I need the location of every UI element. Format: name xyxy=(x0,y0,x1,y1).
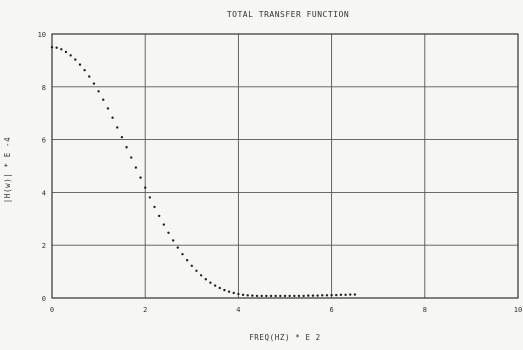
data-point xyxy=(78,63,82,66)
data-point xyxy=(83,68,86,72)
data-point xyxy=(157,214,161,218)
data-point xyxy=(325,294,329,297)
data-point xyxy=(167,231,170,234)
tick-labels: 0 2 4 6 8 10 0 2 4 6 8 10 xyxy=(38,31,523,314)
y-tick-label: 8 xyxy=(42,84,46,92)
data-point xyxy=(153,205,156,209)
data-point xyxy=(241,293,245,297)
data-point xyxy=(139,176,142,179)
data-point xyxy=(321,294,324,297)
data-point xyxy=(50,46,54,49)
data-point xyxy=(316,294,319,297)
data-point xyxy=(185,259,189,262)
y-tick-label: 4 xyxy=(42,189,46,197)
data-point xyxy=(209,281,212,284)
x-tick-label: 10 xyxy=(514,306,522,314)
data-point xyxy=(134,166,138,169)
data-point xyxy=(60,48,63,51)
data-point xyxy=(97,90,100,93)
x-axis-label: FREQ(HZ) * E 2 xyxy=(249,333,321,342)
data-point xyxy=(199,274,203,277)
data-point xyxy=(251,294,254,297)
data-point xyxy=(213,284,217,287)
data-point xyxy=(293,294,296,298)
data-point xyxy=(64,50,68,54)
data-point xyxy=(335,293,338,297)
data-point xyxy=(69,54,72,57)
data-point xyxy=(330,293,333,297)
x-tick-label: 4 xyxy=(236,306,240,314)
data-series xyxy=(50,46,357,298)
plot-frame xyxy=(51,33,519,299)
y-tick-label: 6 xyxy=(42,137,46,145)
data-point xyxy=(195,269,198,273)
data-point xyxy=(260,294,263,298)
data-point xyxy=(55,46,58,49)
data-point xyxy=(274,294,277,298)
data-point xyxy=(246,294,249,297)
data-point xyxy=(288,294,291,298)
data-point xyxy=(339,293,343,297)
data-point xyxy=(102,98,105,101)
data-point xyxy=(255,294,259,298)
data-point xyxy=(237,292,240,296)
data-point xyxy=(297,294,301,298)
data-point xyxy=(181,252,184,256)
data-point xyxy=(353,293,357,296)
data-point xyxy=(92,82,96,85)
data-point xyxy=(148,196,152,199)
data-point xyxy=(171,239,175,242)
data-point xyxy=(311,294,315,297)
x-tick-label: 2 xyxy=(143,306,147,314)
y-axis-label: |H(w)| * E -4 xyxy=(3,137,12,204)
x-tick-label: 0 xyxy=(50,306,54,314)
grid xyxy=(51,33,519,299)
data-point xyxy=(344,293,347,297)
chart-title: TOTAL TRANSFER FUNCTION xyxy=(227,10,349,19)
data-point xyxy=(218,286,221,290)
data-point xyxy=(279,294,282,298)
data-point xyxy=(190,264,193,267)
data-point xyxy=(204,278,207,281)
data-point xyxy=(176,246,180,249)
data-point xyxy=(265,294,268,298)
data-point xyxy=(223,288,226,292)
data-point xyxy=(349,293,352,296)
data-point xyxy=(120,136,124,139)
data-point xyxy=(130,156,133,159)
data-point xyxy=(283,294,287,298)
data-point xyxy=(144,186,147,189)
y-tick-label: 10 xyxy=(38,31,46,39)
data-point xyxy=(227,290,231,293)
data-point xyxy=(74,58,77,61)
data-point xyxy=(88,75,91,78)
data-point xyxy=(116,126,119,129)
data-point xyxy=(302,294,305,298)
data-point xyxy=(162,223,166,226)
data-point xyxy=(307,294,310,297)
x-tick-label: 6 xyxy=(329,306,333,314)
data-point xyxy=(111,116,114,119)
data-point xyxy=(125,146,128,149)
data-point xyxy=(106,107,110,110)
data-point xyxy=(269,294,273,298)
y-tick-label: 0 xyxy=(42,295,46,303)
data-point xyxy=(232,291,235,295)
x-tick-label: 8 xyxy=(423,306,427,314)
y-tick-label: 2 xyxy=(42,242,46,250)
